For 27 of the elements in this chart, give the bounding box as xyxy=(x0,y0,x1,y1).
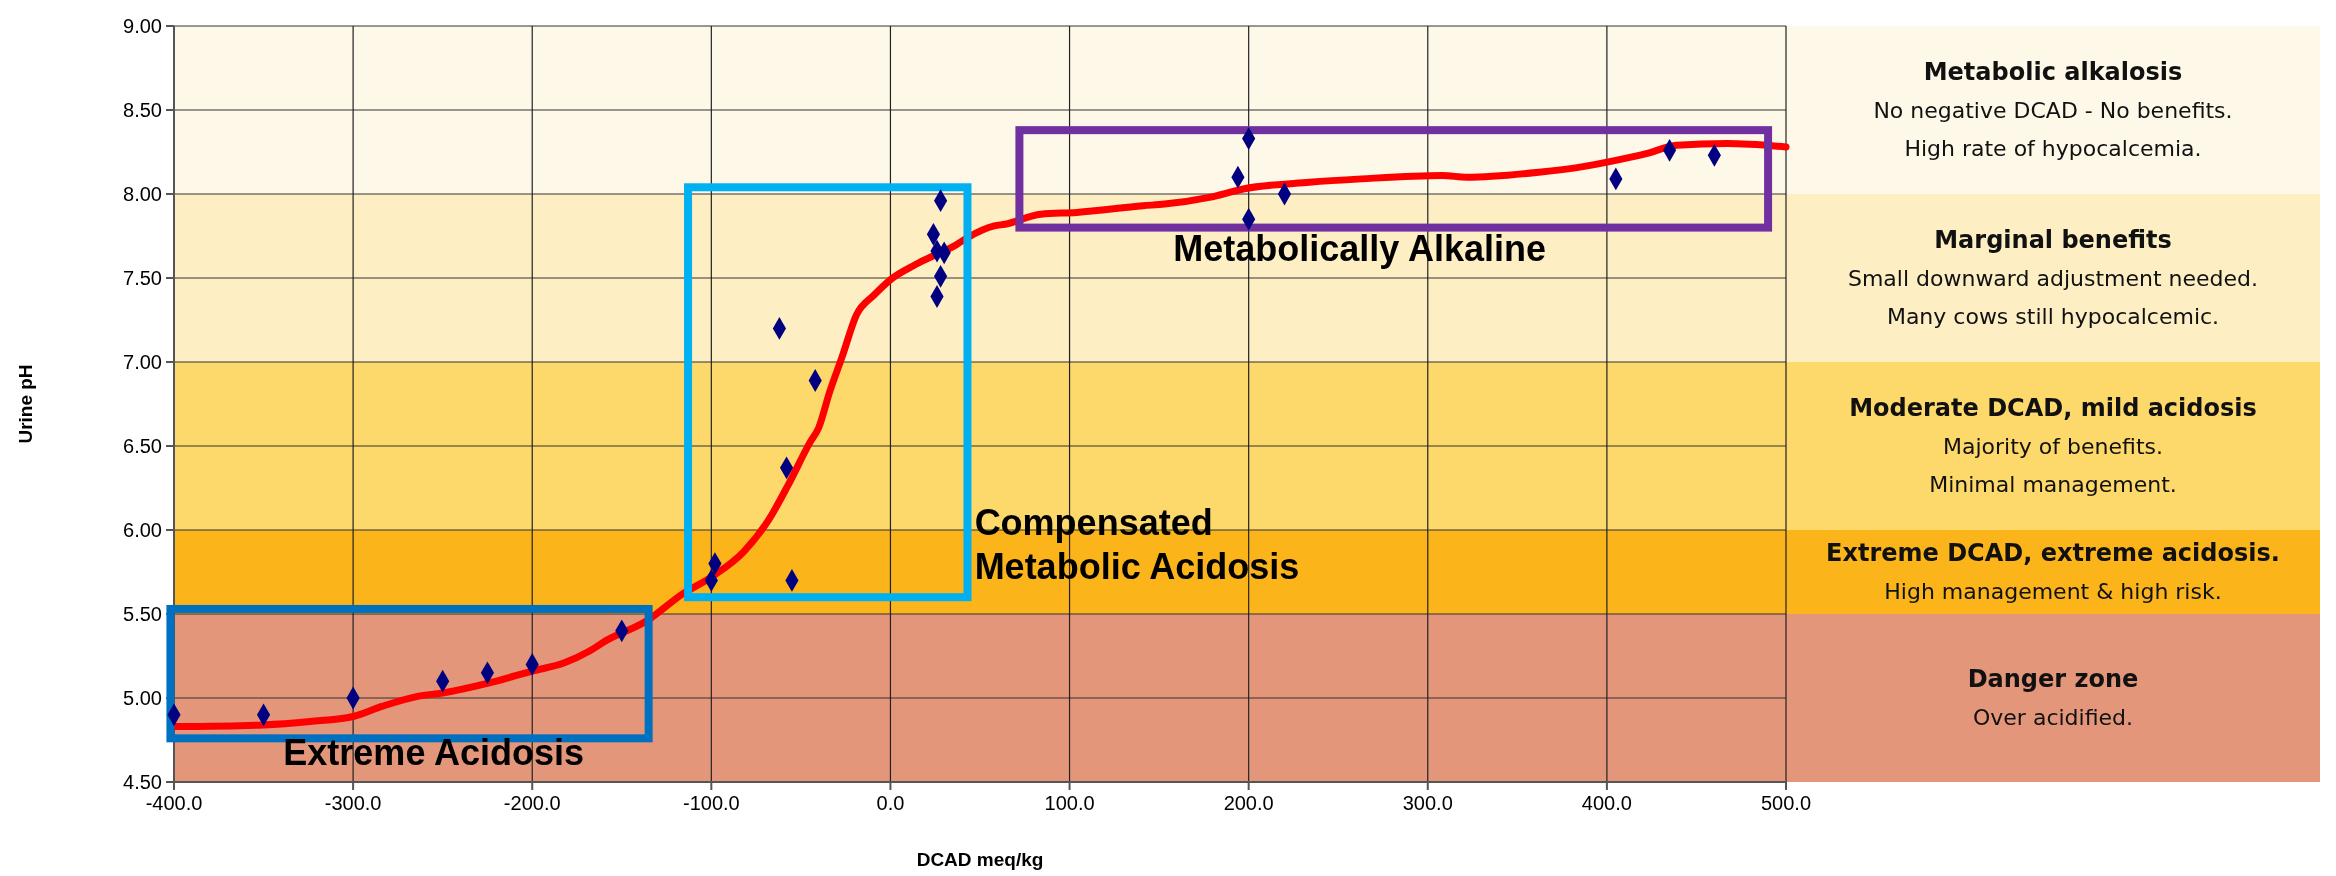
band-label: Extreme DCAD, extreme acidosis. High management & high risk. xyxy=(1826,539,2280,604)
y-tick-label: 7.00 xyxy=(123,351,162,373)
band-label: Marginal benefits Small downward adjustment needed. Many cows still hypocalcemic. xyxy=(1847,226,2259,329)
band-label: Danger zone Over acidified. xyxy=(1967,665,2139,730)
y-tick-label: 6.00 xyxy=(123,519,162,541)
y-tick-label: 5.00 xyxy=(123,687,162,709)
x-tick-label: 0.0 xyxy=(876,792,905,814)
x-tick-label: 100.0 xyxy=(1044,792,1095,814)
y-tick-label: 9.00 xyxy=(123,15,162,37)
x-tick-label: -400.0 xyxy=(145,792,203,814)
y-tick-label: 6.50 xyxy=(123,435,162,457)
y-tick-label: 4.50 xyxy=(123,771,162,793)
x-tick-label: -300.0 xyxy=(324,792,382,814)
y-axis-title: Urine pH xyxy=(15,364,36,444)
y-tick-label: 7.50 xyxy=(123,267,162,289)
x-axis-title: DCAD meq/kg xyxy=(916,849,1044,870)
y-tick-label: 5.50 xyxy=(123,603,162,625)
x-tick-label: -100.0 xyxy=(682,792,740,814)
y-tick-label: 8.00 xyxy=(123,183,162,205)
band-label: Metabolic alkalosis No negative DCAD - No benefits. High rate of hypocalcemia. xyxy=(1873,58,2233,161)
band-label: Moderate DCAD, mild acidosis Majority of benefits. Minimal management. xyxy=(1849,394,2257,497)
x-tick-label: -200.0 xyxy=(503,792,561,814)
x-tick-label: 300.0 xyxy=(1402,792,1453,814)
x-tick-label: 500.0 xyxy=(1760,792,1812,814)
y-tick-label: 8.50 xyxy=(123,99,162,121)
x-tick-label: 400.0 xyxy=(1581,792,1632,814)
x-tick-label: 200.0 xyxy=(1223,792,1274,814)
